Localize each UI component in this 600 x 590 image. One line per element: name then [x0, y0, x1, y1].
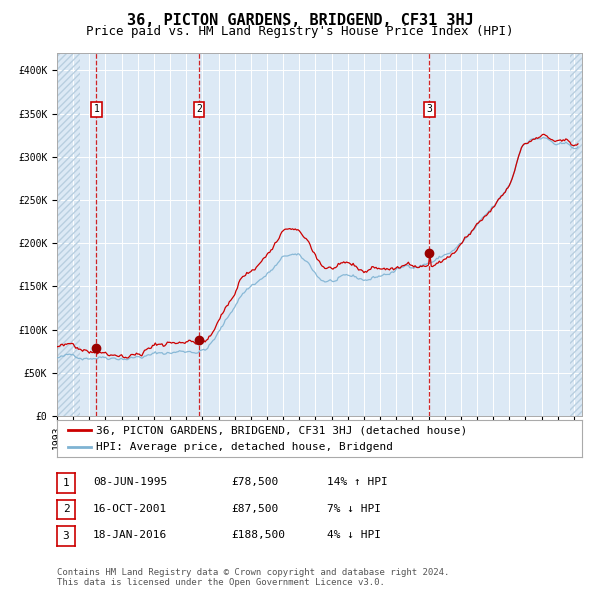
- Text: 3: 3: [62, 531, 70, 541]
- Text: £87,500: £87,500: [231, 504, 278, 513]
- Text: 4% ↓ HPI: 4% ↓ HPI: [327, 530, 381, 540]
- Text: 16-OCT-2001: 16-OCT-2001: [93, 504, 167, 513]
- Text: 14% ↑ HPI: 14% ↑ HPI: [327, 477, 388, 487]
- Text: Price paid vs. HM Land Registry's House Price Index (HPI): Price paid vs. HM Land Registry's House …: [86, 25, 514, 38]
- Text: 7% ↓ HPI: 7% ↓ HPI: [327, 504, 381, 513]
- Text: HPI: Average price, detached house, Bridgend: HPI: Average price, detached house, Brid…: [97, 442, 394, 452]
- Text: 1: 1: [62, 478, 70, 488]
- Text: 08-JUN-1995: 08-JUN-1995: [93, 477, 167, 487]
- Text: 36, PICTON GARDENS, BRIDGEND, CF31 3HJ: 36, PICTON GARDENS, BRIDGEND, CF31 3HJ: [127, 13, 473, 28]
- Text: £78,500: £78,500: [231, 477, 278, 487]
- Text: Contains HM Land Registry data © Crown copyright and database right 2024.
This d: Contains HM Land Registry data © Crown c…: [57, 568, 449, 587]
- Text: 18-JAN-2016: 18-JAN-2016: [93, 530, 167, 540]
- Bar: [57, 53, 80, 416]
- Text: 3: 3: [427, 104, 432, 114]
- Text: 36, PICTON GARDENS, BRIDGEND, CF31 3HJ (detached house): 36, PICTON GARDENS, BRIDGEND, CF31 3HJ (…: [97, 425, 467, 435]
- Text: 1: 1: [94, 104, 100, 114]
- Text: 2: 2: [196, 104, 202, 114]
- Text: 2: 2: [62, 504, 70, 514]
- Bar: [570, 53, 586, 416]
- Text: £188,500: £188,500: [231, 530, 285, 540]
